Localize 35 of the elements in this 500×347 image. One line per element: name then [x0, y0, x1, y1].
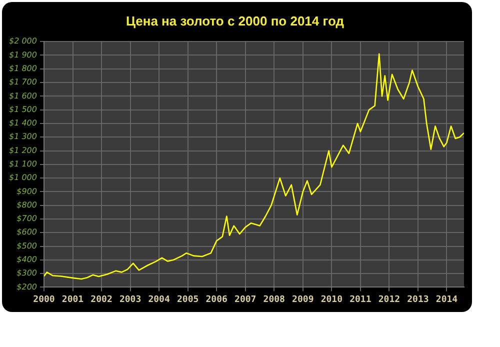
y-tick-label: $1 200: [8, 146, 37, 155]
y-tick-label: $1 600: [8, 91, 37, 100]
x-tick-label: 2007: [234, 294, 256, 305]
y-tick-label: $1 700: [8, 78, 37, 87]
x-tick-label: 2013: [407, 294, 429, 305]
x-tick-label: 2011: [350, 294, 372, 305]
y-tick-label: $600: [16, 228, 37, 237]
y-tick-label: $1 800: [8, 64, 37, 73]
x-tick-label: 2008: [263, 294, 285, 305]
y-tick-label: $500: [16, 241, 37, 250]
y-tick-label: $700: [16, 214, 37, 224]
y-tick-label: $1 500: [8, 104, 37, 114]
y-tick-label: $900: [16, 186, 37, 196]
y-tick-label: $1 100: [8, 159, 37, 168]
x-tick-label: 2010: [320, 294, 343, 305]
x-tick-label: 2004: [148, 294, 170, 305]
x-tick-label: 2000: [33, 294, 55, 305]
x-tick-label: 2012: [378, 294, 400, 305]
x-tick-label: 2009: [292, 294, 314, 305]
x-tick-label: 2006: [206, 294, 228, 305]
x-tick-label: 2003: [119, 294, 142, 305]
x-tick-label: 2001: [62, 294, 84, 305]
y-tick-label: $1 400: [8, 118, 37, 128]
x-tick-label: 2014: [436, 294, 458, 305]
y-tick-label: $1 900: [8, 50, 37, 60]
y-tick-label: $800: [16, 200, 37, 210]
y-tick-label: $300: [16, 268, 37, 278]
x-tick-label: 2002: [90, 294, 112, 305]
x-tick-label: 2005: [176, 294, 199, 305]
chart-title: Цена на золото с 2000 по 2014 год: [126, 13, 345, 28]
y-tick-label: $400: [16, 254, 37, 264]
y-tick-label: $1 300: [8, 132, 37, 142]
y-tick-label: $1 000: [8, 173, 37, 182]
y-tick-label: $2 000: [8, 36, 37, 46]
y-tick-label: $200: [16, 282, 37, 292]
